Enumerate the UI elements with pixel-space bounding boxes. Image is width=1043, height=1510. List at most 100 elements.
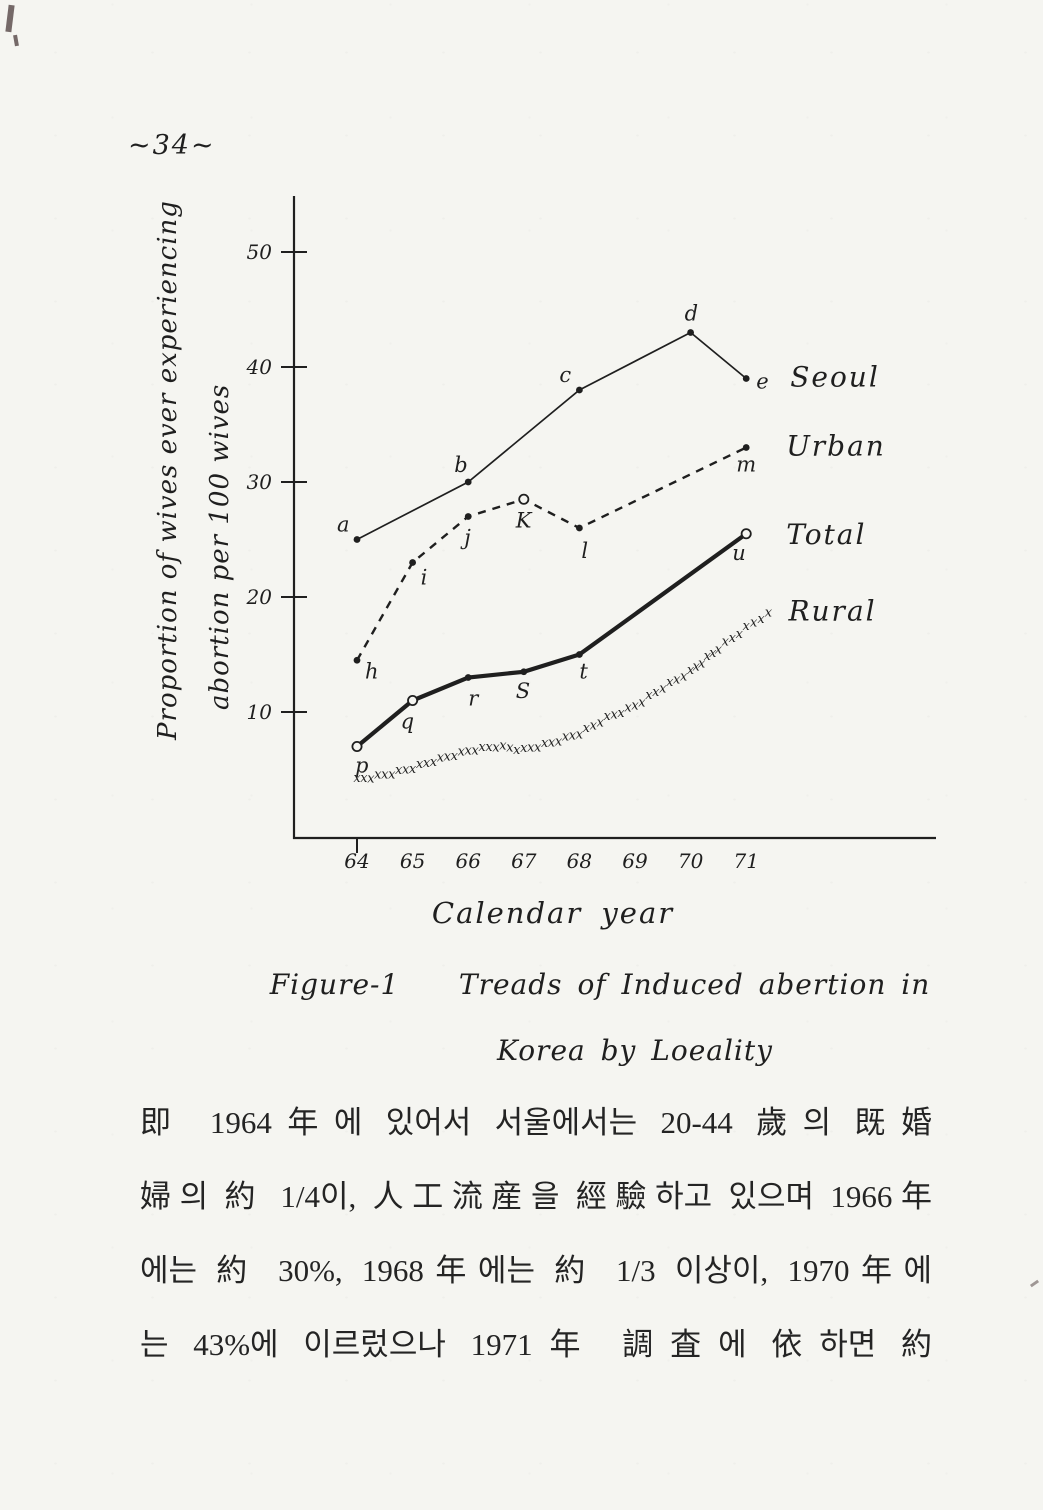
page-number: ~34~ — [128, 130, 216, 161]
x-tick-label: 66 — [455, 849, 481, 873]
rural-x-mark: x — [458, 744, 466, 759]
data-point-open — [518, 493, 530, 505]
x-tick-label: 67 — [511, 849, 537, 873]
rural-x-mark: x — [624, 700, 632, 715]
rural-x-mark: x — [590, 718, 598, 733]
point-label-r: r — [468, 687, 480, 711]
point-label-h: h — [365, 659, 379, 683]
y-tick-label: 50 — [247, 240, 273, 264]
point-label-j: j — [460, 526, 471, 550]
rural-x-mark: x — [736, 627, 744, 642]
rural-x-mark: x — [395, 763, 403, 778]
point-label-i: i — [421, 566, 428, 590]
point-label-K: K — [515, 508, 533, 532]
data-point — [576, 651, 583, 658]
legend-label-urban: Urban — [786, 430, 886, 463]
body-text-line-3: 에는 約 30%, 1968年에는 約 1/3 이상이, 1970年에 — [140, 1253, 932, 1288]
rural-x-mark: x — [499, 739, 507, 754]
rural-x-mark: x — [576, 728, 584, 743]
rural-x-mark: x — [673, 672, 681, 687]
point-label-S: S — [516, 679, 530, 703]
rural-x-mark: x — [416, 757, 424, 772]
rural-x-mark: x — [451, 749, 459, 764]
point-label-q: q — [401, 710, 414, 734]
data-point-open — [740, 528, 752, 540]
y-tick-label: 10 — [247, 700, 273, 724]
body-text-paragraph: 即 1964年에 있어서 서울에서는 20-44 歲의 既婚 婦의 約 1/4이… — [140, 1098, 932, 1394]
point-label-u: u — [732, 541, 746, 565]
rural-x-mark: x — [409, 762, 417, 777]
series-line-urban — [355, 446, 747, 661]
point-label-l: l — [581, 539, 588, 563]
x-tick-label: 71 — [733, 849, 758, 873]
rural-x-mark: x — [402, 763, 410, 778]
data-point — [464, 513, 472, 520]
rural-x-mark: x — [652, 685, 660, 700]
data-point — [464, 674, 472, 681]
rural-x-mark: x — [765, 606, 773, 621]
data-point — [353, 656, 361, 664]
rural-x-mark: x — [444, 750, 452, 765]
rural-x-mark: x — [506, 741, 514, 756]
rural-x-mark: x — [527, 741, 535, 756]
data-point — [687, 329, 694, 336]
rural-x-mark: x — [534, 740, 542, 755]
y-tick-label: 40 — [246, 355, 273, 379]
legend-label-seoul: Seoul — [790, 361, 880, 394]
rural-x-mark: x — [659, 682, 667, 697]
rural-x-mark: x — [645, 688, 653, 703]
body-text-line-1: 即 1964年에 있어서 서울에서는 20-44 歲의 既婚 — [140, 1105, 932, 1140]
rural-x-mark: x — [750, 616, 758, 631]
rural-x-mark: x — [513, 743, 521, 758]
x-tick-label: 68 — [567, 849, 592, 873]
rural-x-mark: x — [555, 735, 563, 750]
rural-x-mark: x — [548, 736, 556, 751]
point-label-d: d — [685, 302, 698, 326]
rural-x-mark: x — [709, 646, 717, 661]
rural-x-mark: x — [465, 744, 473, 759]
rural-x-mark: x — [638, 695, 646, 710]
x-tick-label: 65 — [400, 849, 425, 873]
rural-x-mark: x — [367, 771, 375, 786]
data-point — [409, 559, 416, 566]
data-point-open — [407, 695, 419, 707]
rural-x-mark: x — [353, 771, 361, 786]
rural-x-mark: x — [471, 744, 479, 759]
point-label-a: a — [337, 513, 350, 537]
point-label-c: c — [559, 363, 571, 387]
rural-x-mark: x — [680, 670, 688, 685]
rural-x-mark: x — [687, 663, 695, 678]
rural-x-mark: x — [478, 740, 486, 755]
rural-x-mark: x — [423, 756, 431, 771]
series-line-total — [355, 532, 748, 749]
rural-x-mark: x — [485, 740, 493, 755]
legend-label-rural: Rural — [787, 595, 876, 628]
rural-x-mark: x — [729, 631, 737, 646]
rural-x-mark: x — [692, 660, 700, 675]
rural-x-mark: x — [430, 755, 438, 770]
rural-x-mark: x — [360, 771, 368, 786]
data-point — [353, 536, 361, 543]
figure-caption-line2: Korea by Loeality — [497, 1034, 773, 1067]
point-label-b: b — [454, 453, 467, 477]
data-point — [576, 386, 583, 394]
x-tick-label: 69 — [622, 849, 648, 873]
point-label-m: m — [736, 453, 756, 477]
y-tick-label: 20 — [246, 585, 273, 609]
legend-label-total: Total — [786, 518, 866, 551]
x-axis-title: Calendar year — [431, 896, 675, 930]
series-line-seoul — [356, 331, 747, 541]
rural-x-mark: x — [698, 656, 706, 671]
rural-x-mark: x — [562, 730, 570, 745]
data-point — [520, 668, 528, 676]
data-point — [576, 524, 583, 532]
rural-x-mark: x — [388, 767, 396, 782]
figure-caption-line1: Figure-1 Treads of Induced abertion in — [269, 968, 931, 1001]
rural-x-mark: x — [583, 721, 591, 736]
data-point-open — [351, 741, 363, 753]
rural-x-mark: x — [704, 649, 712, 664]
rural-x-mark: x — [374, 768, 382, 783]
x-tick-label: 64 — [344, 849, 369, 873]
rural-x-mark: x — [631, 699, 639, 714]
